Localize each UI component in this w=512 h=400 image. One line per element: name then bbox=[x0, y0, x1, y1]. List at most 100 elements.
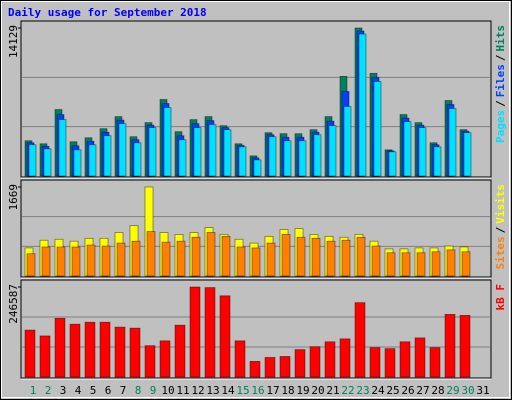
bar bbox=[206, 232, 216, 277]
bar bbox=[129, 327, 141, 378]
bar bbox=[253, 159, 262, 177]
bar bbox=[313, 134, 322, 177]
bar bbox=[133, 142, 142, 177]
bar bbox=[309, 346, 321, 378]
legend-entry: kB F bbox=[494, 284, 507, 311]
x-tick-label: 16 bbox=[251, 384, 264, 397]
bar bbox=[433, 146, 442, 177]
bar bbox=[219, 295, 231, 378]
bar bbox=[268, 136, 277, 177]
bar bbox=[189, 286, 201, 378]
bar bbox=[324, 341, 336, 378]
bar bbox=[161, 241, 171, 277]
y-tick-label: 1669 bbox=[7, 184, 20, 211]
y-tick-label: 246587 bbox=[7, 284, 20, 324]
bar bbox=[101, 245, 111, 277]
bar bbox=[28, 144, 37, 177]
bar bbox=[193, 127, 202, 177]
x-tick-label: 28 bbox=[431, 384, 444, 397]
x-tick-label: 6 bbox=[105, 384, 112, 397]
bar bbox=[39, 335, 51, 378]
bar bbox=[266, 242, 276, 277]
bar bbox=[56, 246, 66, 277]
bar bbox=[116, 242, 126, 277]
bar bbox=[373, 81, 382, 177]
x-tick-label: 18 bbox=[281, 384, 294, 397]
x-tick-label: 29 bbox=[446, 384, 459, 397]
bar bbox=[311, 237, 321, 277]
bar bbox=[144, 345, 156, 378]
bar bbox=[354, 302, 366, 378]
bar bbox=[298, 140, 307, 177]
legend-entry: Visits bbox=[494, 184, 507, 224]
panel bbox=[20, 20, 492, 178]
bar bbox=[429, 347, 441, 378]
bar bbox=[281, 234, 291, 277]
x-tick-label: 13 bbox=[206, 384, 219, 397]
chart-title: Daily usage for September 2018 bbox=[8, 6, 207, 19]
bar bbox=[446, 249, 456, 277]
x-tick-label: 15 bbox=[236, 384, 249, 397]
bar bbox=[249, 360, 261, 378]
x-tick-label: 27 bbox=[416, 384, 429, 397]
bar bbox=[69, 323, 81, 378]
bar bbox=[279, 356, 291, 378]
x-tick-label: 22 bbox=[341, 384, 354, 397]
bar bbox=[234, 340, 246, 378]
bar bbox=[221, 235, 231, 277]
bar bbox=[264, 357, 276, 378]
legend-separator: / bbox=[494, 54, 507, 61]
bar bbox=[296, 236, 306, 277]
legend-entry: Pages bbox=[494, 110, 507, 143]
legend: kB F bbox=[494, 284, 507, 311]
x-tick-label: 23 bbox=[356, 384, 369, 397]
bar bbox=[448, 108, 457, 177]
bar bbox=[251, 247, 261, 277]
bar bbox=[73, 149, 82, 177]
bar bbox=[191, 236, 201, 277]
bar bbox=[384, 348, 396, 378]
bar bbox=[388, 151, 397, 177]
bar bbox=[416, 252, 426, 277]
legend-entry: Hits bbox=[494, 25, 507, 52]
bar bbox=[114, 326, 126, 378]
bar bbox=[418, 127, 427, 177]
bar bbox=[41, 246, 51, 277]
bar bbox=[369, 347, 381, 378]
bar bbox=[86, 244, 96, 277]
x-tick-label: 3 bbox=[60, 384, 67, 397]
x-tick-label: 9 bbox=[150, 384, 157, 397]
x-tick-label: 8 bbox=[135, 384, 142, 397]
bar bbox=[208, 124, 217, 177]
x-tick-label: 19 bbox=[296, 384, 309, 397]
bar bbox=[386, 252, 396, 277]
bar bbox=[444, 314, 456, 378]
bar bbox=[174, 324, 186, 378]
bar bbox=[326, 240, 336, 277]
bar bbox=[236, 246, 246, 277]
bar bbox=[238, 146, 247, 177]
x-tick-label: 26 bbox=[401, 384, 414, 397]
legend-entry: Files bbox=[494, 64, 507, 97]
bar bbox=[463, 132, 472, 177]
x-tick-label: 30 bbox=[461, 384, 474, 397]
x-tick-label: 1 bbox=[30, 384, 37, 397]
legend: Pages / Files / Hits bbox=[494, 25, 507, 143]
bar bbox=[401, 252, 411, 277]
x-tick-label: 25 bbox=[386, 384, 399, 397]
bar bbox=[204, 287, 216, 378]
bar bbox=[103, 135, 112, 177]
bar bbox=[371, 245, 381, 277]
x-tick-label: 20 bbox=[311, 384, 324, 397]
bar bbox=[26, 253, 36, 277]
bar bbox=[58, 119, 67, 177]
x-tick-label: 7 bbox=[120, 384, 127, 397]
bar bbox=[118, 123, 127, 177]
bar bbox=[84, 321, 96, 378]
bar bbox=[343, 106, 352, 177]
bar bbox=[339, 338, 351, 378]
x-tick-label: 12 bbox=[191, 384, 204, 397]
bar bbox=[328, 125, 337, 177]
